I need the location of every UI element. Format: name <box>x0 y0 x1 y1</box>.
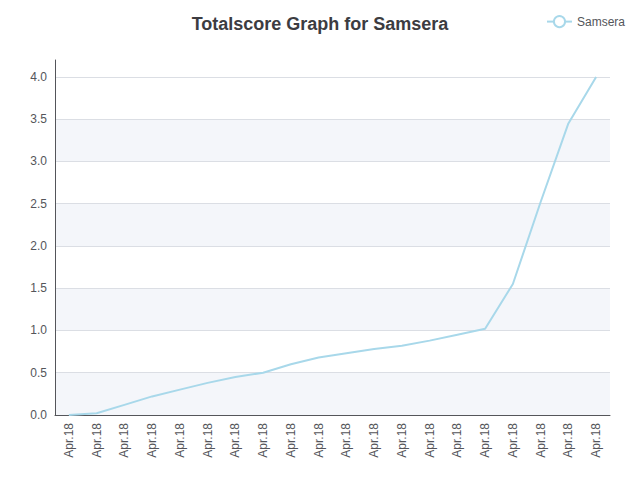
svg-text:Apr.18: Apr.18 <box>284 423 298 458</box>
svg-text:Apr.18: Apr.18 <box>423 423 437 458</box>
svg-text:Apr.18: Apr.18 <box>478 423 492 458</box>
svg-text:Apr.18: Apr.18 <box>62 423 76 458</box>
svg-text:Apr.18: Apr.18 <box>339 423 353 458</box>
svg-text:4.0: 4.0 <box>30 70 47 84</box>
svg-text:Apr.18: Apr.18 <box>534 423 548 458</box>
svg-text:2.0: 2.0 <box>30 239 47 253</box>
svg-text:Apr.18: Apr.18 <box>256 423 270 458</box>
svg-text:Totalscore Graph for Samsera: Totalscore Graph for Samsera <box>192 14 450 34</box>
svg-text:Apr.18: Apr.18 <box>450 423 464 458</box>
svg-text:1.0: 1.0 <box>30 323 47 337</box>
svg-text:Apr.18: Apr.18 <box>201 423 215 458</box>
svg-text:3.5: 3.5 <box>30 112 47 126</box>
svg-text:0.0: 0.0 <box>30 408 47 422</box>
svg-text:Apr.18: Apr.18 <box>173 423 187 458</box>
svg-text:0.5: 0.5 <box>30 366 47 380</box>
svg-text:Apr.18: Apr.18 <box>145 423 159 458</box>
svg-text:Apr.18: Apr.18 <box>117 423 131 458</box>
svg-text:Samsera: Samsera <box>577 15 625 29</box>
svg-text:Apr.18: Apr.18 <box>312 423 326 458</box>
svg-text:Apr.18: Apr.18 <box>561 423 575 458</box>
svg-text:Apr.18: Apr.18 <box>395 423 409 458</box>
svg-text:Apr.18: Apr.18 <box>589 423 603 458</box>
svg-text:Apr.18: Apr.18 <box>506 423 520 458</box>
svg-text:Apr.18: Apr.18 <box>228 423 242 458</box>
svg-text:1.5: 1.5 <box>30 281 47 295</box>
svg-text:3.0: 3.0 <box>30 154 47 168</box>
svg-text:Apr.18: Apr.18 <box>367 423 381 458</box>
svg-text:Apr.18: Apr.18 <box>90 423 104 458</box>
svg-text:2.5: 2.5 <box>30 197 47 211</box>
